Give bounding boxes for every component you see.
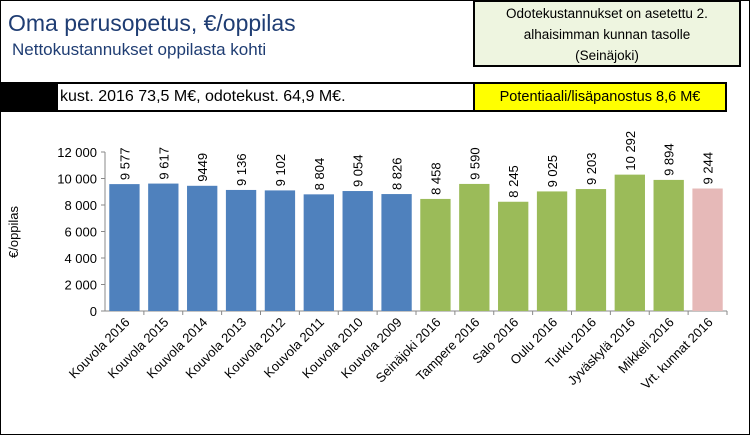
value-label: 9 054 — [351, 154, 366, 187]
bar — [303, 194, 334, 311]
value-label: 9 617 — [156, 147, 171, 180]
y-tick-label: 8 000 — [64, 198, 97, 213]
note-line-2: alhaisimman kunnan tasolle — [523, 27, 691, 42]
value-label: 9 102 — [273, 154, 288, 187]
y-tick-label: 12 000 — [57, 145, 97, 160]
y-tick-label: 6 000 — [64, 225, 97, 240]
potential-box: Potentiaali/lisäpanostus 8,6 M€ — [473, 82, 727, 112]
bar — [575, 189, 607, 311]
value-label: 9 590 — [467, 147, 482, 180]
bar — [459, 183, 490, 311]
y-tick-label: 10 000 — [57, 172, 97, 187]
y-axis-title: €/oppilas — [6, 205, 21, 258]
note-line-3: (Seinäjoki) — [575, 48, 639, 63]
cost-info-text: kust. 2016 73,5 M€, odotekust. 64,9 M€. — [60, 88, 346, 105]
bar — [381, 194, 412, 311]
bar — [692, 188, 723, 311]
bar — [342, 191, 373, 311]
note-box: Odotekustannukset on asetettu 2. alhaisi… — [473, 0, 741, 67]
value-label: 8 245 — [506, 165, 521, 198]
bar — [498, 201, 529, 311]
bar — [148, 183, 179, 311]
value-label: 8 804 — [312, 158, 327, 191]
y-tick-label: 0 — [90, 304, 97, 319]
y-tick-label: 2 000 — [64, 278, 97, 293]
value-label: 9 203 — [584, 153, 599, 186]
value-label: 9 244 — [701, 152, 716, 185]
cost-info-bar: kust. 2016 73,5 M€, odotekust. 64,9 M€. — [0, 82, 475, 112]
value-label: 9 577 — [117, 148, 132, 181]
page-title: Oma perusopetus, €/oppilas — [8, 10, 296, 36]
redaction-block — [2, 84, 58, 110]
bar — [187, 185, 218, 311]
value-label: 9 894 — [662, 143, 677, 176]
bar — [420, 198, 451, 311]
category-label: Vrt. kunnat 2016 — [638, 315, 716, 393]
bar — [109, 184, 140, 311]
bar — [225, 189, 257, 311]
note-line-1: Odotekustannukset on asetettu 2. — [506, 6, 708, 21]
value-label: 8 458 — [428, 162, 443, 195]
value-label: 8 826 — [390, 158, 405, 191]
bar — [614, 174, 645, 311]
bar — [536, 191, 568, 311]
value-label: 10 292 — [623, 131, 638, 171]
bar — [653, 179, 684, 311]
value-label: 9 136 — [234, 153, 249, 186]
page-subtitle: Nettokustannukset oppilasta kohti — [12, 40, 267, 59]
category-label: Jyväskylä 2016 — [564, 315, 637, 388]
y-tick-label: 4 000 — [64, 251, 97, 266]
value-label: 9 025 — [545, 155, 560, 188]
bar — [264, 190, 296, 311]
value-label: 9449 — [195, 153, 210, 182]
